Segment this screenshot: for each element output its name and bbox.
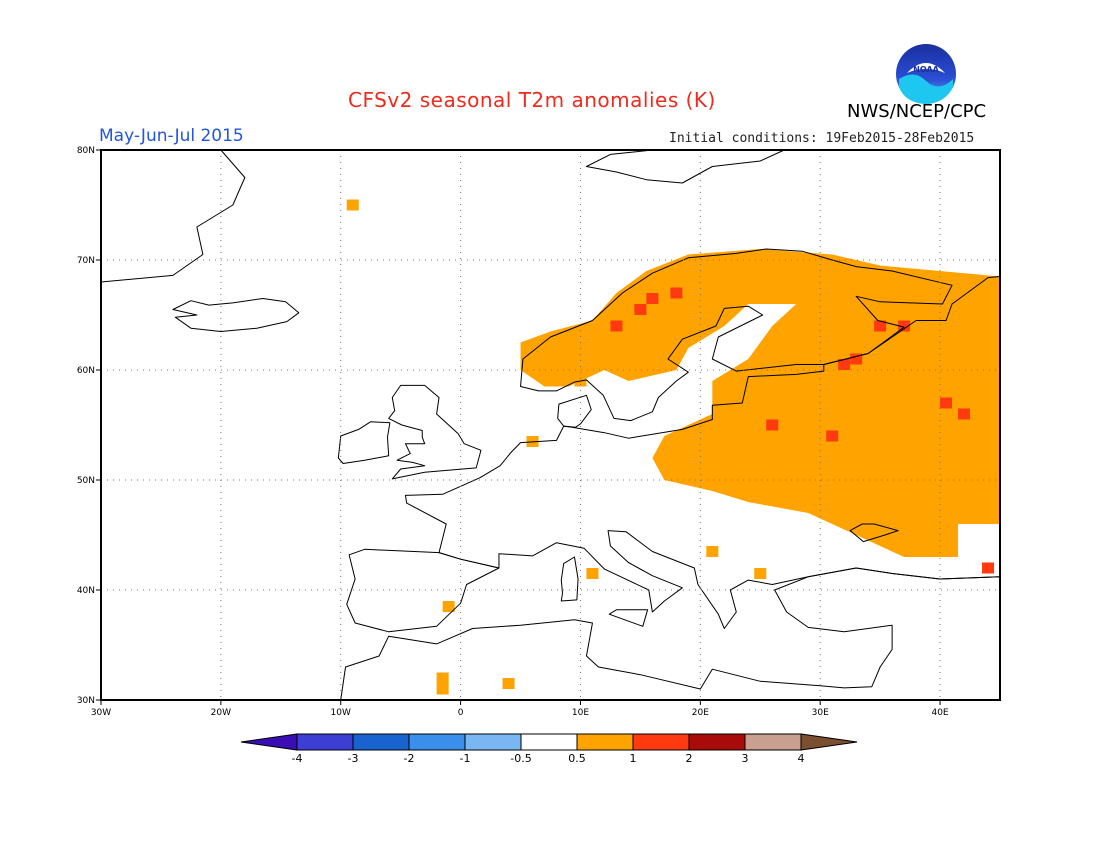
coastline-ireland xyxy=(337,421,391,464)
lat-tick-label: 30N xyxy=(77,696,95,706)
coastline-sardinia-corsica xyxy=(560,556,579,602)
colorbar-label: -4 xyxy=(292,752,303,765)
anomaly-cell-0-4 xyxy=(586,568,599,579)
coastline-sicily xyxy=(608,609,649,627)
colorbar-arrow-left xyxy=(240,733,298,751)
anomaly-cell-2-0 xyxy=(646,293,659,304)
colorbar-label: -2 xyxy=(404,752,415,765)
colorbar-segment xyxy=(576,733,634,751)
noaa-logo: NOAA xyxy=(896,44,956,104)
lon-tick-label: 10E xyxy=(572,708,589,718)
coastline-iceland xyxy=(172,298,300,332)
anomaly-cell-0-0 xyxy=(436,683,449,695)
anomaly-cell-0-3 xyxy=(442,601,455,612)
coastlines xyxy=(100,149,1001,701)
anomaly-cell-2-9 xyxy=(940,397,953,409)
anomaly-cell-2-3 xyxy=(610,320,623,332)
anomaly-fills xyxy=(346,199,1000,695)
colorbar-label: 0.5 xyxy=(568,752,586,765)
coastline-crimea xyxy=(849,523,899,543)
lon-tick-label: 40E xyxy=(931,708,948,718)
anomaly-cell-2-5 xyxy=(850,353,863,365)
coastline-svalbard xyxy=(585,149,785,184)
anomaly-cell-2-11 xyxy=(982,562,995,574)
coastline-great-britain xyxy=(388,384,482,480)
lon-tick-label: 30W xyxy=(91,708,111,718)
anomaly-cell-0-6 xyxy=(346,199,359,211)
lon-tick-label: 0 xyxy=(458,708,464,718)
initial-conditions: Initial conditions: 19Feb2015-28Feb2015 xyxy=(669,131,975,146)
chart-title: CFSv2 seasonal T2m anomalies (K) xyxy=(348,88,716,112)
lon-tick-label: 10W xyxy=(331,708,351,718)
lon-tick-label: 20E xyxy=(692,708,709,718)
anomaly-cell-2-7 xyxy=(766,419,779,431)
lat-tick-label: 60N xyxy=(77,366,95,376)
lat-tick-label: 50N xyxy=(77,476,95,486)
colorbar-segment xyxy=(464,733,522,751)
anomaly-cell-2-1 xyxy=(634,304,647,315)
anomaly-region-1 xyxy=(520,249,1000,557)
anomaly-cell-0-2 xyxy=(502,678,515,689)
colorbar-segment xyxy=(744,733,802,751)
anomaly-cell-2-2 xyxy=(670,287,683,299)
colorbar-label: -0.5 xyxy=(510,752,531,765)
colorbar-segment xyxy=(632,733,690,751)
colorbar: -4 -3 -2 -1 -0.5 0.5 1 2 3 4 xyxy=(240,733,858,765)
colorbar-arrow-right xyxy=(800,733,858,751)
anomaly-cell-2-8 xyxy=(826,430,839,442)
lat-tick-label: 80N xyxy=(77,146,95,156)
lat-tick-label: 70N xyxy=(77,256,95,266)
anomaly-cell-0-8 xyxy=(706,546,719,557)
coastline-jutland xyxy=(557,394,592,428)
colorbar-segment xyxy=(408,733,466,751)
colorbar-label: 2 xyxy=(686,752,693,765)
map-frame: 30W 20W 10W 0 10E 20E 30E 40E 30N 40N 50N 60N 70N 80N xyxy=(77,146,1001,718)
forecast-period: May-Jun-Jul 2015 xyxy=(99,126,244,146)
coastline-scandinavia xyxy=(520,248,953,422)
organization-label: NWS/NCEP/CPC xyxy=(847,101,987,122)
colorbar-label: 3 xyxy=(742,752,749,765)
lon-tick-label: 20W xyxy=(211,708,231,718)
colorbar-segment xyxy=(296,733,354,751)
colorbar-label: -1 xyxy=(460,752,471,765)
coastline-iberia xyxy=(346,548,500,633)
colorbar-segment xyxy=(688,733,746,751)
noaa-logo-text: NOAA xyxy=(913,65,939,74)
anomaly-cell-2-12 xyxy=(838,359,851,370)
anomaly-cell-2-6 xyxy=(898,320,911,332)
colorbar-segment xyxy=(520,733,578,751)
colorbar-label: 4 xyxy=(798,752,805,765)
anomaly-cell-2-4 xyxy=(874,320,887,332)
lat-tick-label: 40N xyxy=(77,586,95,596)
colorbar-label: 1 xyxy=(630,752,637,765)
colorbar-segment xyxy=(352,733,410,751)
anomaly-cell-2-10 xyxy=(958,408,971,420)
coastline-greenland-tip xyxy=(100,149,246,283)
colorbar-label: -3 xyxy=(348,752,359,765)
anomaly-cell-0-9 xyxy=(754,568,767,579)
map-border xyxy=(100,149,1001,701)
coastline-north-africa xyxy=(280,567,1001,701)
lon-tick-label: 30E xyxy=(812,708,829,718)
anomaly-cell-0-1 xyxy=(436,672,449,684)
